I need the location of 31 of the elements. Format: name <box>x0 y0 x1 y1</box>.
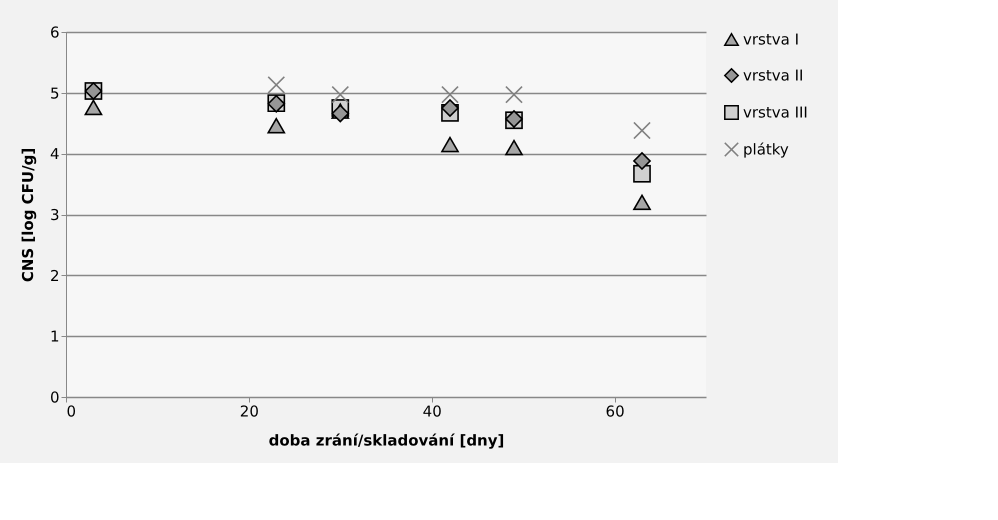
point <box>84 100 102 116</box>
y-tick-label: 2 <box>50 266 60 285</box>
legend-label: vrstva III <box>743 104 808 122</box>
x-tick-label: 20 <box>240 402 259 420</box>
point <box>633 194 651 210</box>
legend-label: vrstva I <box>743 30 800 48</box>
x-tick-label: 0 <box>66 402 76 420</box>
y-tick-label: 4 <box>50 145 60 164</box>
y-axis-title: CNS [log CFU/g] <box>18 148 37 282</box>
y-tick-label: 3 <box>50 206 60 224</box>
point <box>441 86 459 104</box>
x-tick-label: 60 <box>606 402 625 420</box>
point <box>505 140 523 156</box>
y-tick-label: 0 <box>50 388 60 406</box>
point <box>633 152 651 170</box>
point <box>505 86 523 104</box>
legend-label: plátky <box>743 140 789 158</box>
y-tick-label: 6 <box>50 24 60 42</box>
legend-label: vrstva II <box>743 66 804 84</box>
point <box>441 99 459 117</box>
point <box>633 122 651 140</box>
point <box>331 104 350 122</box>
point <box>267 118 286 134</box>
point <box>441 136 459 152</box>
point <box>331 86 350 104</box>
x-tick-label: 40 <box>422 402 442 420</box>
y-tick-label: 5 <box>50 84 60 102</box>
point <box>633 164 651 183</box>
y-tick-label: 1 <box>50 328 60 346</box>
x-axis-title: doba zrání/skladování [dny] <box>268 432 504 450</box>
point <box>267 76 286 94</box>
